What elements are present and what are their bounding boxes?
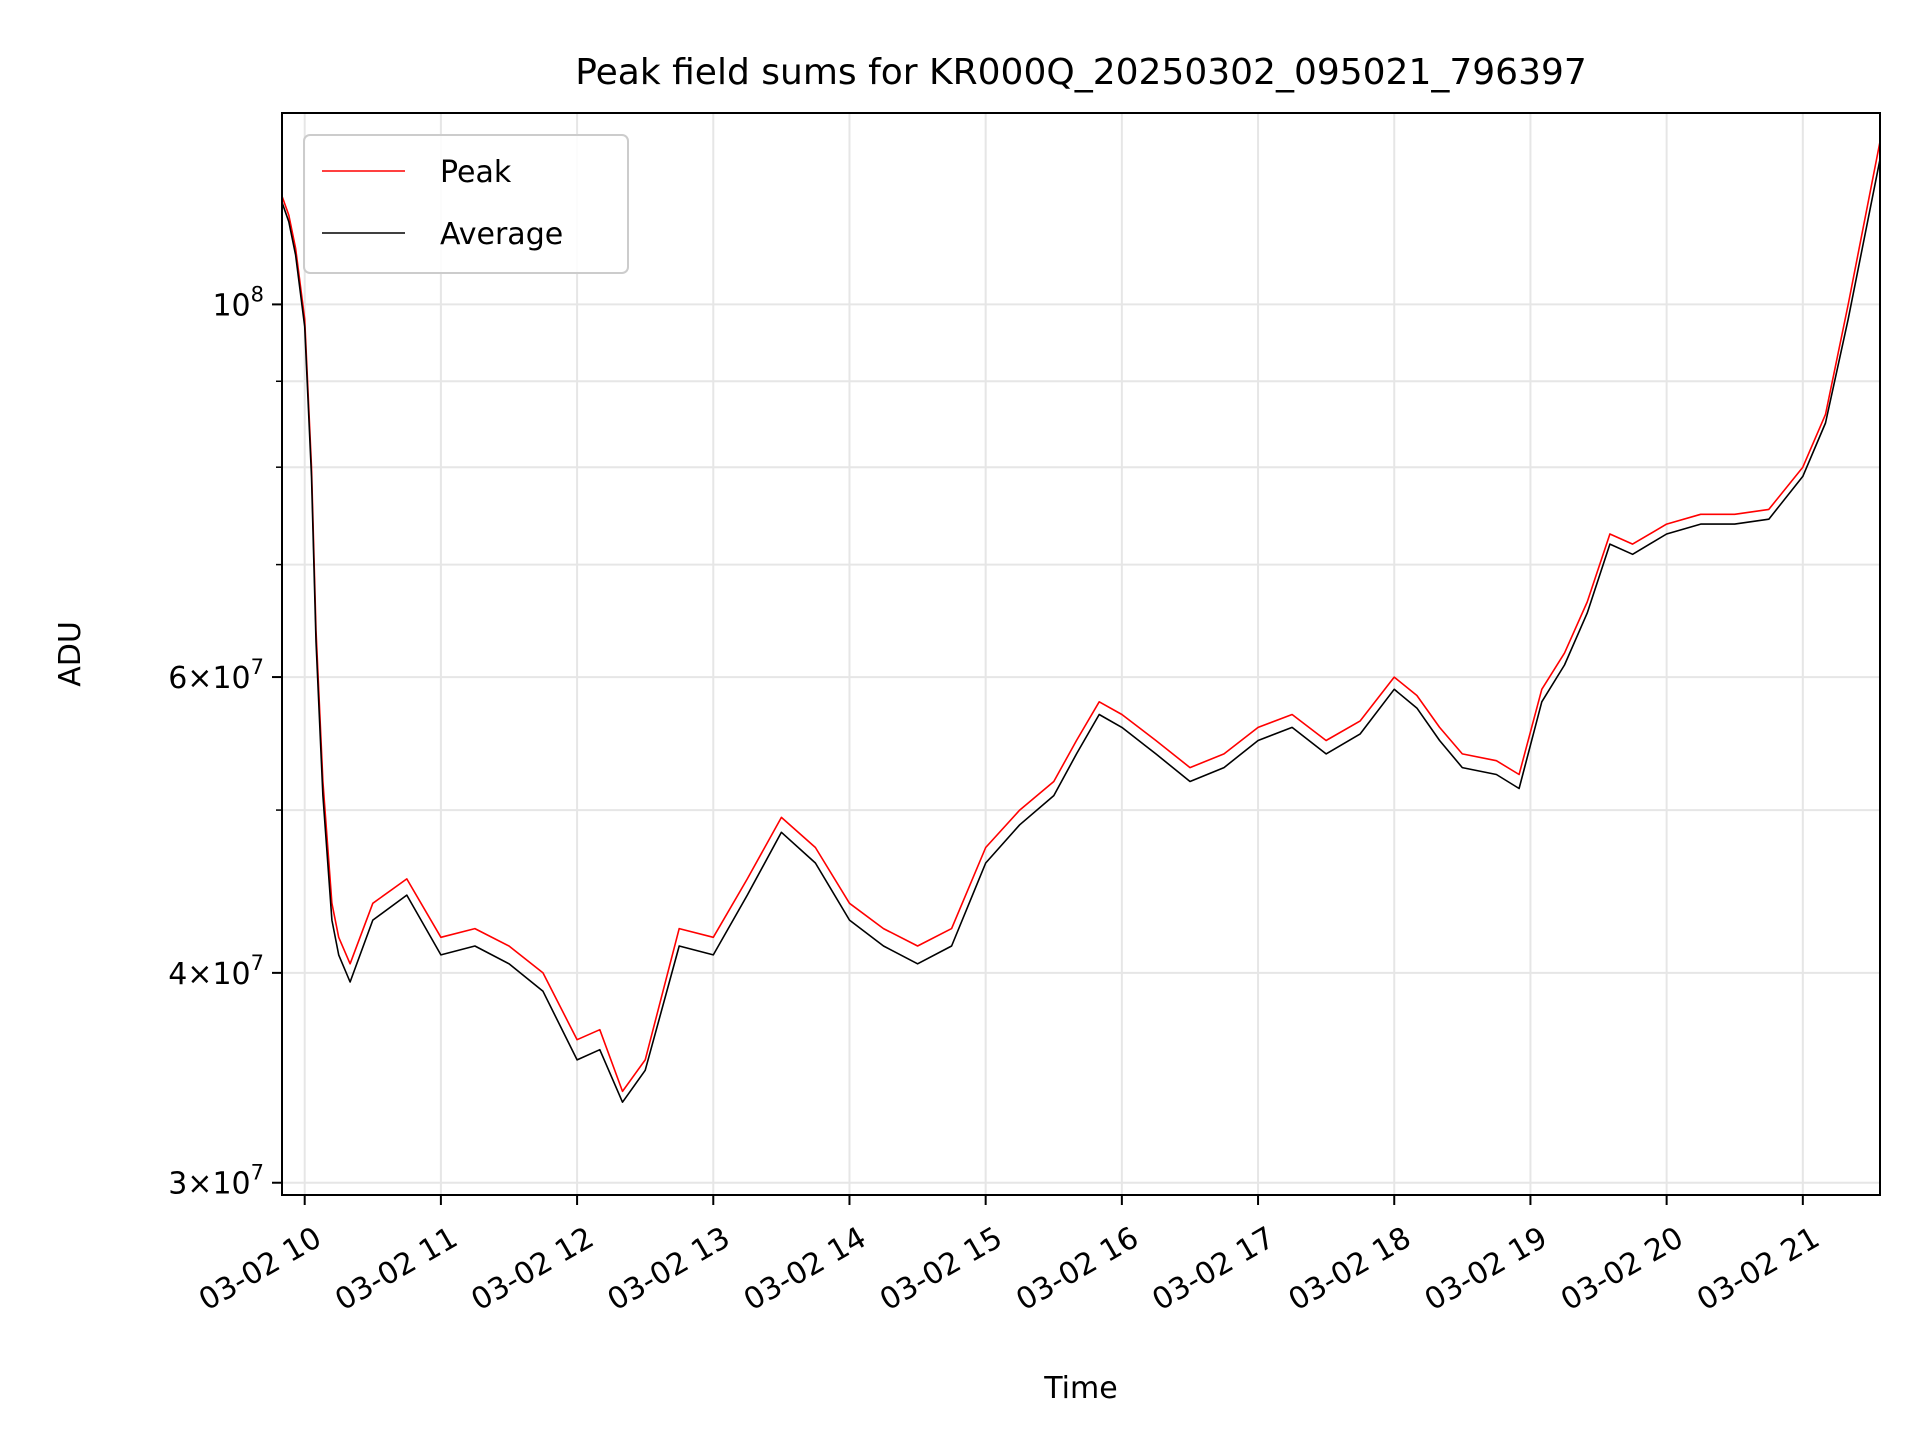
legend: Peak Average <box>303 134 629 274</box>
plot-frame <box>281 112 1881 1196</box>
series-line-peak <box>281 141 1881 1093</box>
legend-label-average: Average <box>440 217 563 252</box>
chart-title: Peak field sums for KR000Q_20250302_0950… <box>575 52 1587 93</box>
series-lines <box>281 141 1881 1103</box>
legend-box <box>303 134 629 274</box>
legend-label-peak: Peak <box>440 155 512 190</box>
series-line-average <box>281 159 1881 1103</box>
y-tick-label: 4×107 <box>168 951 264 992</box>
y-tick-label: 6×107 <box>168 655 264 696</box>
y-axis-label: ADU <box>53 621 88 687</box>
x-axis-label: Time <box>1043 1371 1117 1406</box>
y-tick-label: 108 <box>212 282 264 323</box>
y-tick-label: 3×107 <box>168 1161 264 1202</box>
grid <box>282 113 1880 1195</box>
